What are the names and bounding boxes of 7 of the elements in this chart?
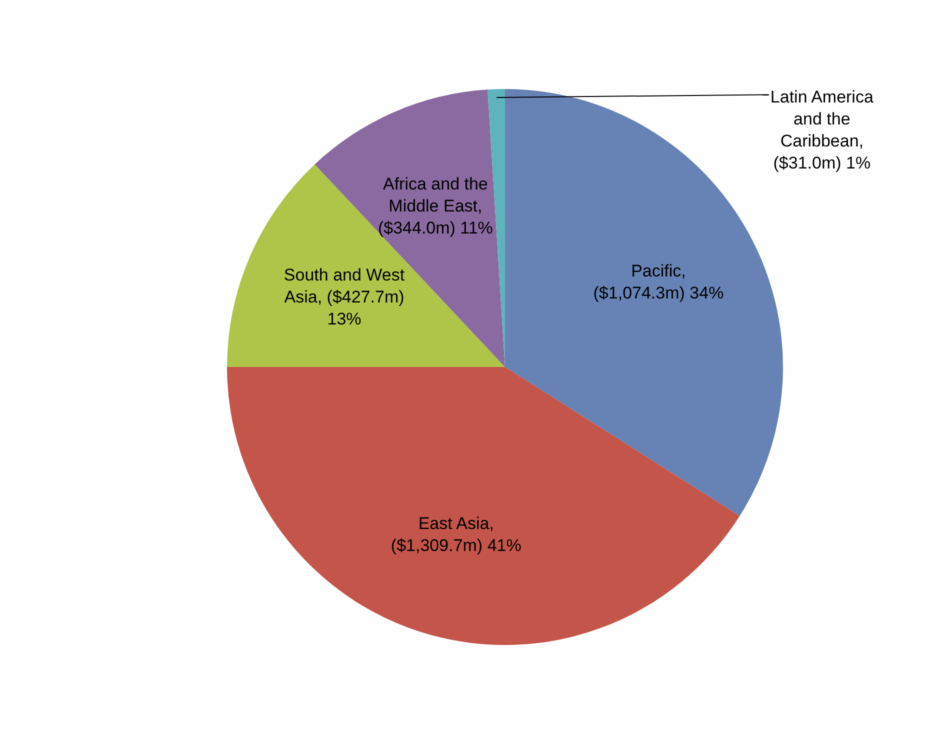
slice-label: East Asia, ($1,309.7m) 41% bbox=[390, 514, 522, 556]
slice-label: South and West Asia, ($427.7m) 13% bbox=[284, 265, 405, 328]
slice-label: Pacific, ($1,074.3m) 34% bbox=[593, 262, 724, 303]
pie-slice bbox=[227, 164, 505, 367]
pie-slice bbox=[227, 367, 740, 645]
slice-label: Africa and the Middle East, ($344.0m) 11% bbox=[378, 174, 493, 238]
slice-label: Latin America and the Caribbean, ($31.0m) 1% bbox=[770, 88, 874, 173]
